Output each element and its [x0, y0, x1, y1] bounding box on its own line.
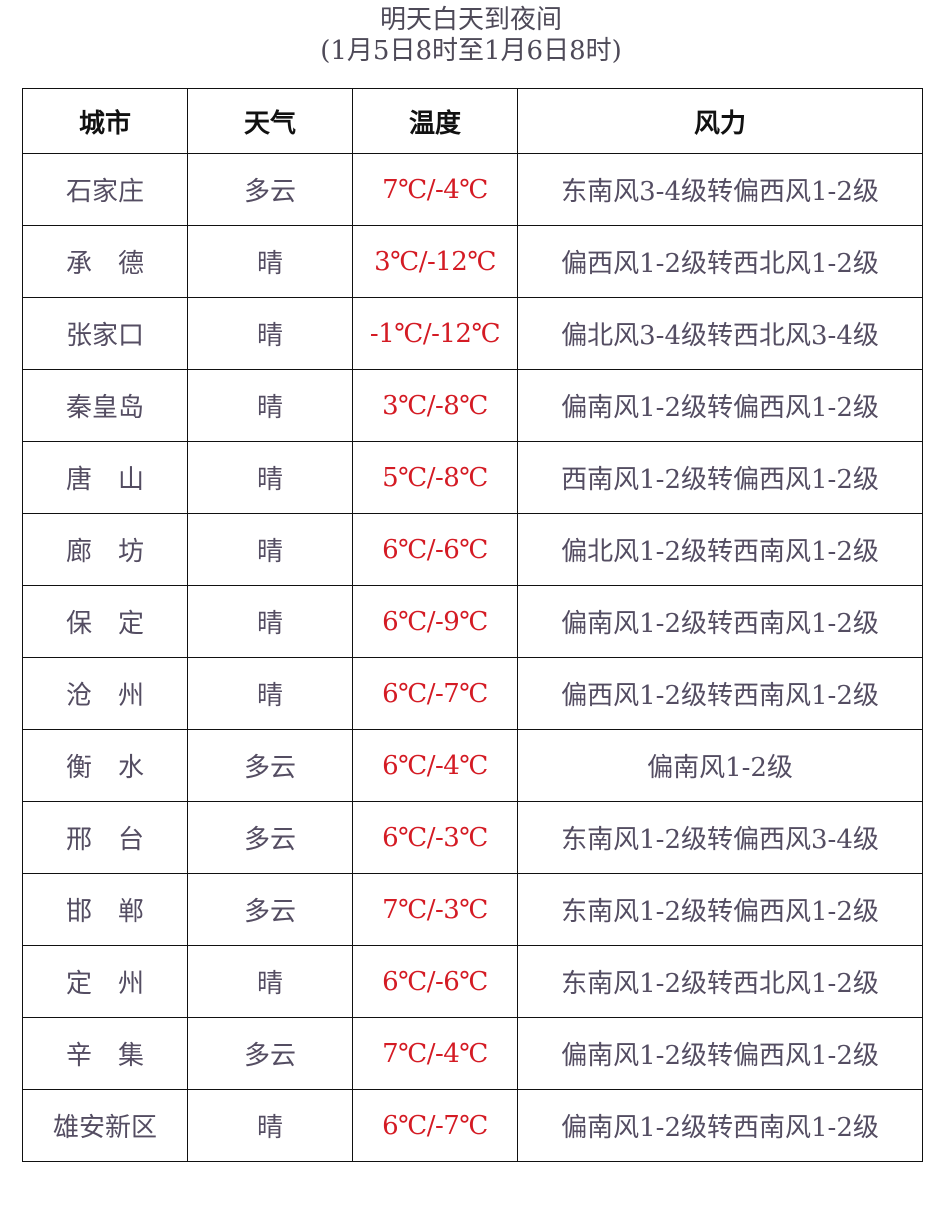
- table-row: 邢 台多云 6℃/-3℃ 东南风1-2级转偏西风3-4级: [22, 801, 923, 874]
- city-cell: 唐 山: [22, 441, 188, 514]
- table-row: 定 州晴 6℃/-6℃ 东南风1-2级转西北风1-2级: [22, 945, 923, 1018]
- weather-cell: 多云: [187, 153, 353, 226]
- header-row: 城市 天气 温度 风力: [22, 88, 923, 154]
- table-row: 承 德晴 3℃/-12℃ 偏西风1-2级转西北风1-2级: [22, 225, 923, 298]
- header-weather: 天气: [187, 88, 353, 154]
- temperature-cell: 7℃/-4℃: [352, 153, 518, 226]
- temperature-cell: 6℃/-7℃: [352, 1089, 518, 1162]
- temperature-cell: 6℃/-9℃: [352, 585, 518, 658]
- header-wind: 风力: [517, 88, 923, 154]
- wind-cell: 偏西风1-2级转西南风1-2级: [517, 657, 923, 730]
- wind-cell: 偏西风1-2级转西北风1-2级: [517, 225, 923, 298]
- weather-cell: 晴: [187, 945, 353, 1018]
- wind-cell: 偏北风1-2级转西南风1-2级: [517, 513, 923, 586]
- wind-cell: 偏北风3-4级转西北风3-4级: [517, 297, 923, 370]
- wind-cell: 偏南风1-2级转西南风1-2级: [517, 585, 923, 658]
- weather-cell: 多云: [187, 873, 353, 946]
- table-row: 辛 集多云 7℃/-4℃ 偏南风1-2级转偏西风1-2级: [22, 1017, 923, 1090]
- city-cell: 邢 台: [22, 801, 188, 874]
- temperature-cell: 6℃/-7℃: [352, 657, 518, 730]
- temperature-cell: 5℃/-8℃: [352, 441, 518, 514]
- forecast-table: 城市 天气 温度 风力 石家庄 多云 7℃/-4℃ 东南风3-4级转偏西风1-2级承 …: [22, 88, 923, 1162]
- temperature-cell: 6℃/-6℃: [352, 945, 518, 1018]
- city-cell: 承 德: [22, 225, 188, 298]
- table-row: 廊 坊晴 6℃/-6℃ 偏北风1-2级转西南风1-2级: [22, 513, 923, 586]
- weather-cell: 多云: [187, 1017, 353, 1090]
- city-cell: 廊 坊: [22, 513, 188, 586]
- weather-cell: 晴: [187, 657, 353, 730]
- wind-cell: 东南风1-2级转西北风1-2级: [517, 945, 923, 1018]
- temperature-cell: -1℃/-12℃: [352, 297, 518, 370]
- forecast-period: (1月5日8时至1月6日8时): [320, 36, 622, 66]
- temperature-cell: 6℃/-6℃: [352, 513, 518, 586]
- table-row: 邯 郸多云 7℃/-3℃ 东南风1-2级转偏西风1-2级: [22, 873, 923, 946]
- city-cell: 石家庄: [22, 153, 188, 226]
- city-cell: 张家口: [22, 297, 188, 370]
- table-row: 秦皇岛晴 3℃/-8℃ 偏南风1-2级转偏西风1-2级: [22, 369, 923, 442]
- wind-cell: 东南风3-4级转偏西风1-2级: [517, 153, 923, 226]
- table-row: 石家庄 多云 7℃/-4℃ 东南风3-4级转偏西风1-2级: [22, 153, 923, 226]
- wind-cell: 偏南风1-2级转偏西风1-2级: [517, 369, 923, 442]
- header-temperature: 温度: [352, 88, 518, 154]
- table-row: 保 定晴 6℃/-9℃ 偏南风1-2级转西南风1-2级: [22, 585, 923, 658]
- city-cell: 秦皇岛: [22, 369, 188, 442]
- wind-cell: 偏南风1-2级转西南风1-2级: [517, 1089, 923, 1162]
- weather-cell: 晴: [187, 441, 353, 514]
- city-cell: 辛 集: [22, 1017, 188, 1090]
- temperature-cell: 7℃/-4℃: [352, 1017, 518, 1090]
- forecast-title: 明天白天到夜间: [379, 5, 562, 35]
- temperature-cell: 7℃/-3℃: [352, 873, 518, 946]
- table-row: 唐 山晴 5℃/-8℃ 西南风1-2级转偏西风1-2级: [22, 441, 923, 514]
- wind-cell: 偏南风1-2级: [517, 729, 923, 802]
- temperature-cell: 3℃/-8℃: [352, 369, 518, 442]
- weather-cell: 晴: [187, 585, 353, 658]
- city-cell: 衡 水: [22, 729, 188, 802]
- wind-cell: 东南风1-2级转偏西风3-4级: [517, 801, 923, 874]
- weather-cell: 晴: [187, 369, 353, 442]
- table-row: 雄安新区晴 6℃/-7℃ 偏南风1-2级转西南风1-2级: [22, 1089, 923, 1162]
- city-cell: 定 州: [22, 945, 188, 1018]
- table-row: 沧 州晴 6℃/-7℃ 偏西风1-2级转西南风1-2级: [22, 657, 923, 730]
- wind-cell: 西南风1-2级转偏西风1-2级: [517, 441, 923, 514]
- temperature-cell: 6℃/-4℃: [352, 729, 518, 802]
- table-row: 张家口晴 -1℃/-12℃ 偏北风3-4级转西北风3-4级: [22, 297, 923, 370]
- weather-cell: 晴: [187, 1089, 353, 1162]
- table-row: 衡 水多云 6℃/-4℃ 偏南风1-2级: [22, 729, 923, 802]
- wind-cell: 偏南风1-2级转偏西风1-2级: [517, 1017, 923, 1090]
- weather-cell: 晴: [187, 297, 353, 370]
- weather-cell: 晴: [187, 225, 353, 298]
- weather-cell: 多云: [187, 801, 353, 874]
- city-cell: 保 定: [22, 585, 188, 658]
- temperature-cell: 3℃/-12℃: [352, 225, 518, 298]
- header-city: 城市: [22, 88, 188, 154]
- weather-cell: 晴: [187, 513, 353, 586]
- city-cell: 雄安新区: [22, 1089, 188, 1162]
- weather-cell: 多云: [187, 729, 353, 802]
- wind-cell: 东南风1-2级转偏西风1-2级: [517, 873, 923, 946]
- city-cell: 沧 州: [22, 657, 188, 730]
- temperature-cell: 6℃/-3℃: [352, 801, 518, 874]
- city-cell: 邯 郸: [22, 873, 188, 946]
